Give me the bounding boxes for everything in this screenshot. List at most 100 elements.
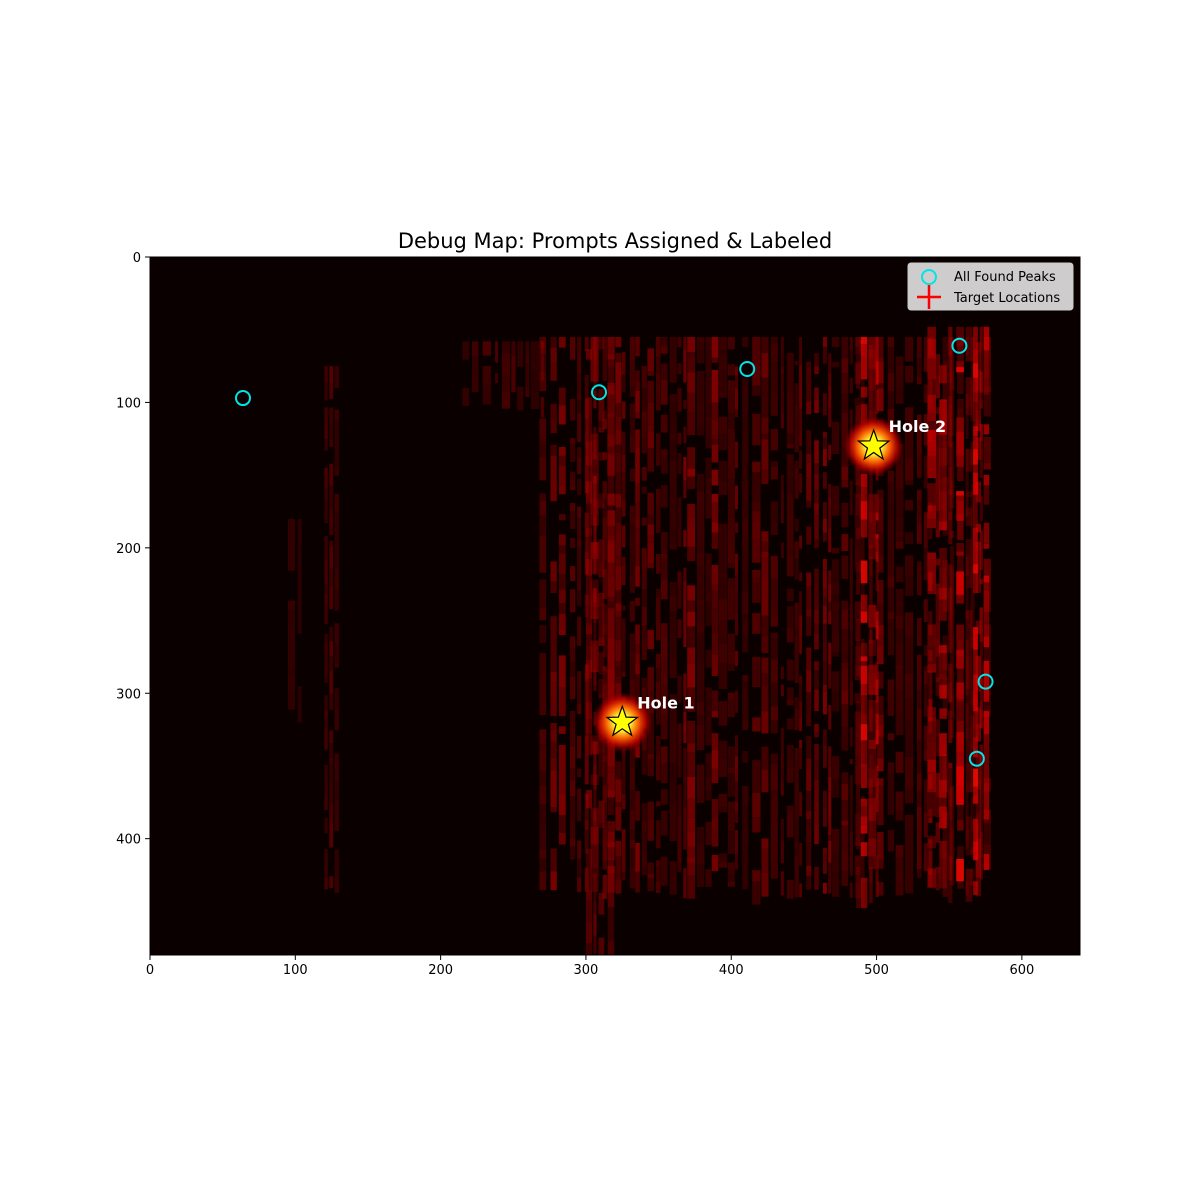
heat-cell [629,403,635,418]
heat-cell [854,841,861,846]
heat-cell [683,343,687,350]
heat-cell [539,457,547,481]
heat-cell [705,344,712,356]
heat-cell [324,366,328,382]
heat-cell [539,515,547,536]
heat-cell [965,727,973,747]
heat-cell [334,792,339,801]
heat-cell [965,449,973,472]
heat-cell [607,510,615,527]
heat-cell [742,681,749,690]
heat-cell [860,824,868,834]
heat-cell [917,831,922,856]
heat-cell [577,337,582,356]
heat-cell [334,566,339,574]
heat-cell [696,662,705,680]
heat-cell [607,891,615,908]
heat-cell [856,527,860,539]
heat-cell [607,847,615,860]
heat-cell [831,594,840,603]
heat-cell [786,352,794,361]
heat-cell [288,518,296,536]
heat-cell [856,364,860,389]
heat-cell [860,740,868,765]
heat-cell [334,532,339,544]
heat-cell [939,879,947,889]
heat-cell [502,391,511,409]
heat-cell [550,697,557,716]
heat-cell [877,831,884,854]
heat-cell [831,582,840,595]
heat-cell [660,863,668,886]
heat-cell [939,467,947,492]
heat-cell [780,510,784,524]
heat-cell [841,806,849,821]
heat-cell [877,580,884,604]
heat-cell [558,673,566,688]
heat-cell [799,615,802,637]
heat-cell [590,579,599,590]
heat-cell [887,373,895,391]
heat-cell [828,584,832,602]
heat-cell [965,473,969,484]
heat-cell [770,617,778,627]
heat-cell [869,644,873,653]
heat-cell [794,479,799,499]
heat-cell [877,714,884,725]
heat-cell [854,347,861,354]
heat-cell [860,337,868,345]
heat-cell [593,902,597,915]
heat-cell [887,733,895,741]
heat-cell [948,763,953,769]
heat-cell [711,369,719,383]
heat-cell [877,858,884,869]
heat-cell [780,818,784,841]
heat-cell [677,675,682,696]
heat-cell [895,516,904,532]
heat-cell [948,520,953,545]
heat-cell [607,790,615,800]
heat-cell [854,466,861,486]
heat-cell [655,756,661,781]
heat-cell [806,871,812,877]
heat-cell [869,549,873,557]
heat-cell [927,583,936,594]
heat-cell [558,687,566,702]
heat-cell [608,1002,615,1010]
heat-cell [823,518,827,533]
heat-cell [539,597,547,608]
heat-cell [770,355,778,363]
heat-cell [590,878,599,892]
heat-cell [742,461,749,481]
heat-cell [705,370,712,381]
heat-cell [539,748,547,762]
heat-cell [868,672,877,695]
heat-cell [965,377,973,394]
heat-cell [742,876,749,890]
heat-cell [965,566,973,588]
heat-cell [970,763,975,779]
heat-cell [948,587,953,611]
heat-cell [854,621,861,641]
heat-cell [742,619,749,636]
heat-cell [761,596,769,616]
heat-cell [860,594,868,612]
heat-cell [869,612,873,631]
heat-cell [806,819,812,828]
heat-cell [599,972,605,988]
heat-cell [854,526,861,550]
heat-cell [629,652,635,658]
heat-cell [979,460,983,479]
heat-cell [770,632,778,639]
heat-cell [780,475,784,492]
heat-cell [786,766,794,783]
heat-cell [607,343,615,360]
heat-cell [329,693,334,710]
heat-cell [607,921,615,930]
heat-cell [334,708,339,731]
heat-cell [577,703,582,714]
heat-cell [923,700,928,717]
heat-cell [297,518,302,543]
heat-cell [917,489,922,500]
heat-cell [635,847,640,872]
